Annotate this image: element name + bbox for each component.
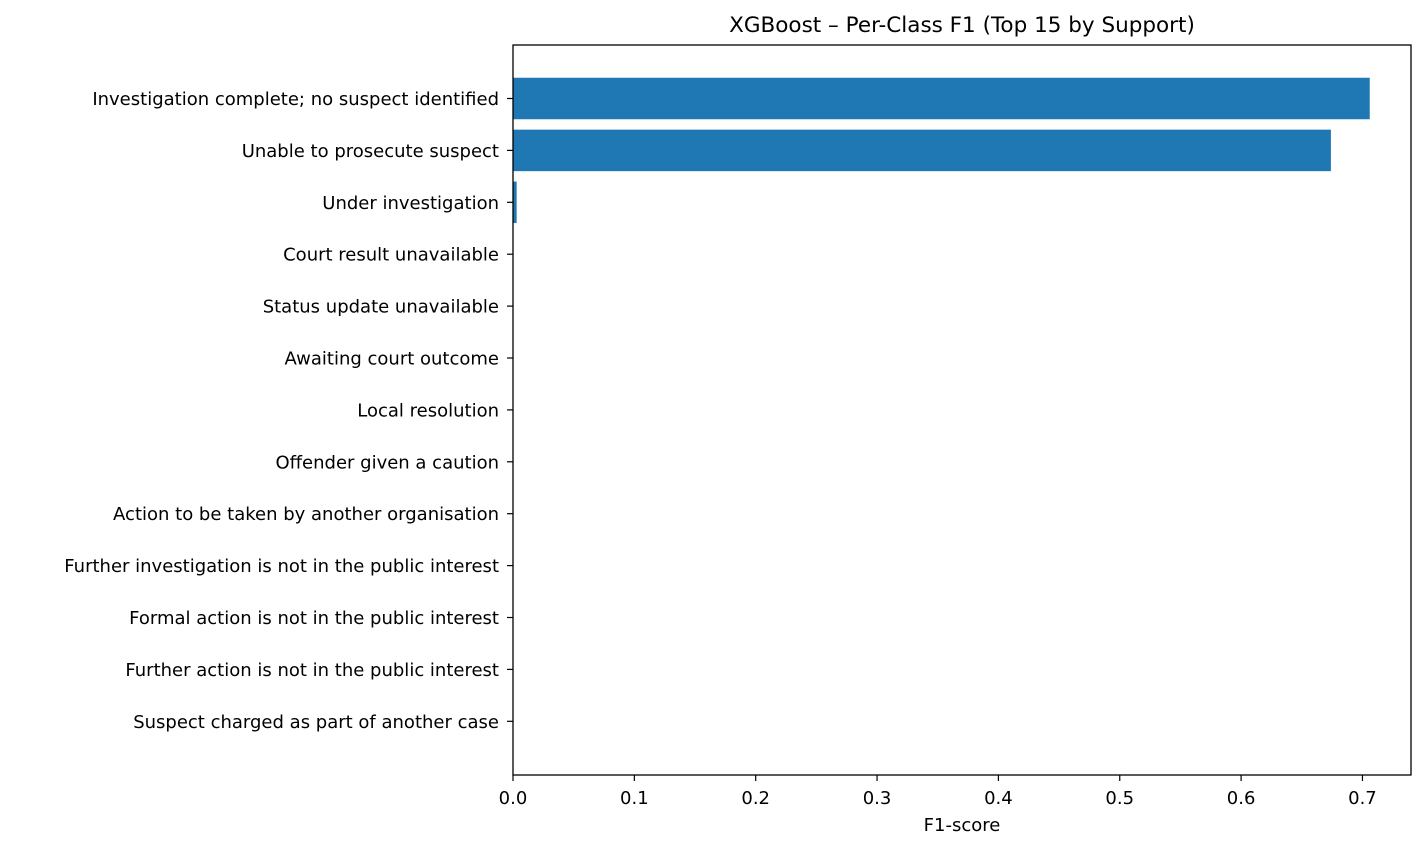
y-axis: Investigation complete; no suspect ident…: [64, 89, 513, 733]
y-tick-label: Unable to prosecute suspect: [242, 141, 499, 162]
x-tick-label: 0.1: [620, 788, 649, 809]
x-axis: 0.0 0.1 0.2 0.3 0.4 0.5 0.6 0.7: [499, 775, 1377, 809]
y-tick-label: Court result unavailable: [283, 245, 499, 266]
x-tick-label: 0.0: [499, 788, 528, 809]
x-tick-label: 0.6: [1227, 788, 1256, 809]
x-tick-label: 0.7: [1348, 788, 1377, 809]
y-tick-label: Offender given a caution: [275, 452, 499, 473]
y-tick-label: Investigation complete; no suspect ident…: [92, 89, 499, 110]
x-tick-label: 0.5: [1105, 788, 1134, 809]
y-tick-label: Further action is not in the public inte…: [125, 660, 499, 681]
y-tick-label: Status update unavailable: [263, 297, 499, 318]
x-tick-label: 0.2: [741, 788, 770, 809]
x-tick-label: 0.4: [984, 788, 1013, 809]
y-tick-label: Suspect charged as part of another case: [133, 712, 499, 733]
bar: [513, 77, 1370, 120]
x-axis-label: F1-score: [924, 815, 1001, 836]
y-tick-label: Formal action is not in the public inter…: [129, 608, 499, 629]
y-tick-label: Further investigation is not in the publ…: [64, 556, 499, 577]
y-tick-label: Under investigation: [322, 193, 499, 214]
bar: [513, 129, 1331, 172]
y-tick-label: Action to be taken by another organisati…: [113, 504, 499, 525]
bars-group: [513, 77, 1370, 224]
bar: [513, 181, 517, 224]
x-tick-label: 0.3: [863, 788, 892, 809]
y-tick-label: Awaiting court outcome: [285, 349, 499, 370]
y-tick-label: Local resolution: [357, 400, 499, 421]
chart-title: XGBoost – Per-Class F1 (Top 15 by Suppor…: [729, 13, 1195, 38]
